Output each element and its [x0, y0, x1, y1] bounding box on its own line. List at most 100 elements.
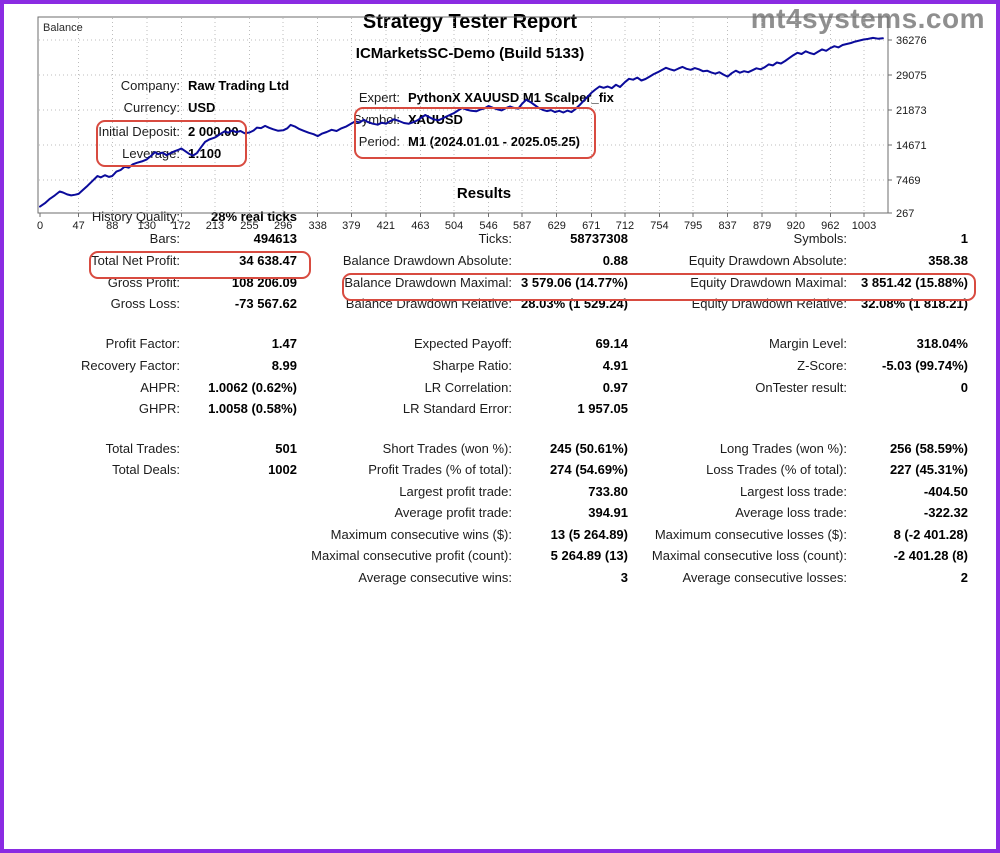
stat-value: 4.91 — [602, 358, 628, 373]
stat-label: Ticks: — [478, 231, 512, 246]
stat-label: Gross Loss: — [110, 296, 180, 311]
stat-label: Total Deals: — [112, 462, 180, 477]
x-axis-label: 338 — [308, 220, 326, 232]
stat-label: Average consecutive losses: — [682, 570, 847, 585]
stat-value: -404.50 — [923, 484, 968, 499]
stat-value: 245 (50.61%) — [549, 441, 628, 456]
highlight-box-initial-deposit — [96, 120, 247, 167]
x-axis-label: 962 — [821, 220, 839, 232]
leverage-label: Leverage: — [122, 146, 180, 161]
stat-label: Profit Trades (% of total): — [368, 462, 512, 477]
stat-value: -322.32 — [923, 505, 968, 520]
stat-label: Largest profit trade: — [399, 484, 512, 499]
balance-legend-label: Balance — [43, 22, 83, 34]
y-axis-label: 29075 — [896, 70, 927, 82]
stat-value: 34 638.47 — [239, 253, 297, 268]
balance-chart: 0 47 88 130 172 213 255 296 338 379 421 463 504 546 58… — [37, 16, 927, 232]
stat-value: 256 (58.59%) — [889, 441, 968, 456]
report-subtitle: ICMarketsSC-Demo (Build 5133) — [355, 45, 585, 62]
stat-value: 3 — [620, 570, 628, 585]
x-axis-label: 920 — [787, 220, 805, 232]
stat-value: 3 851.42 (15.88%) — [861, 275, 968, 290]
stat-label: AHPR: — [140, 380, 180, 395]
stat-label: Expected Payoff: — [413, 336, 512, 351]
stat-value: 274 (54.69%) — [549, 462, 628, 477]
highlight-box-drawdown-maximal — [342, 273, 976, 301]
stat-value: 8.99 — [271, 358, 297, 373]
stat-label: LR Correlation: — [424, 380, 512, 395]
stat-value: 0.88 — [602, 253, 628, 268]
x-axis-label: 587 — [513, 220, 531, 232]
stat-label: Maximal consecutive loss (count): — [651, 548, 847, 563]
stat-label: Equity Drawdown Absolute: — [688, 253, 847, 268]
stat-value: 1 957.05 — [577, 401, 628, 416]
stat-value: 394.91 — [588, 505, 628, 520]
stat-label: Sharpe Ratio: — [432, 358, 513, 373]
stat-label: Profit Factor: — [105, 336, 180, 351]
stat-value: 358.38 — [928, 253, 968, 268]
x-axis-label: 1003 — [852, 220, 876, 232]
stat-value: 494613 — [253, 231, 297, 246]
company-value: Raw Trading Ltd — [188, 78, 290, 93]
period-label: Period: — [358, 134, 400, 149]
stat-value: 0 — [960, 380, 968, 395]
stat-label: Balance Drawdown Maximal: — [344, 275, 512, 290]
x-axis-label: 130 — [138, 220, 156, 232]
stat-label: Long Trades (won %): — [719, 441, 847, 456]
x-axis-label: 629 — [548, 220, 566, 232]
leverage-value: 1:100 — [188, 146, 222, 161]
stat-label: Largest loss trade: — [740, 484, 847, 499]
results-heading: Results — [456, 185, 512, 202]
x-axis-label: 837 — [718, 220, 736, 232]
x-axis-label: 712 — [616, 220, 634, 232]
x-axis-label: 463 — [411, 220, 429, 232]
stat-label: Average loss trade: — [735, 505, 847, 520]
stat-value: -73 567.62 — [234, 296, 297, 311]
x-axis-label: 379 — [342, 220, 360, 232]
stat-value: 318.04% — [916, 336, 968, 351]
stat-value: 8 (-2 401.28) — [893, 527, 968, 542]
x-axis-label: 504 — [445, 220, 463, 232]
x-axis-label: 172 — [172, 220, 190, 232]
stat-value: 0.97 — [602, 380, 628, 395]
stat-label: Balance Drawdown Absolute: — [342, 253, 512, 268]
stat-label: Maximum consecutive losses ($): — [654, 527, 847, 542]
x-axis-label: 671 — [582, 220, 600, 232]
stat-label: Short Trades (won %): — [382, 441, 512, 456]
x-axis-label: 296 — [274, 220, 292, 232]
stat-label: Margin Level: — [768, 336, 847, 351]
stat-label: OnTester result: — [755, 380, 847, 395]
stat-label: LR Standard Error: — [402, 401, 512, 416]
x-axis-label: 421 — [377, 220, 395, 232]
stat-value: 58737308 — [570, 231, 628, 246]
stat-value: 1.0058 (0.58%) — [208, 401, 297, 416]
x-axis-label: 88 — [106, 220, 118, 232]
x-axis-label: 0 — [37, 220, 43, 232]
y-axis-label: 36276 — [896, 35, 927, 47]
y-axis-label: 14671 — [896, 140, 927, 152]
stat-label: Recovery Factor: — [81, 358, 180, 373]
x-axis-label: 795 — [684, 220, 702, 232]
x-axis-label: 255 — [240, 220, 258, 232]
stat-label: Average consecutive wins: — [358, 570, 512, 585]
x-axis-label: 754 — [650, 220, 668, 232]
x-axis-label: 879 — [753, 220, 771, 232]
stat-value: 1002 — [268, 462, 297, 477]
stat-label: Bars: — [149, 231, 180, 246]
stat-value: 501 — [275, 441, 297, 456]
stat-label: Z-Score: — [797, 358, 847, 373]
stat-value: -2 401.28 (8) — [893, 548, 968, 563]
highlight-box-symbol-period — [354, 107, 596, 159]
stat-value: 5 264.89 (13) — [550, 548, 628, 563]
stat-value: 1.47 — [271, 336, 297, 351]
x-axis-label: 546 — [479, 220, 497, 232]
stat-value: -5.03 (99.74%) — [882, 358, 968, 373]
stat-label: Maximum consecutive wins ($): — [330, 527, 512, 542]
stat-label: Total Trades: — [105, 441, 180, 456]
stat-label: Total Net Profit: — [91, 253, 180, 268]
y-axis-label: 21873 — [896, 105, 927, 117]
stat-value: 1.0062 (0.62%) — [208, 380, 297, 395]
currency-label: Currency: — [123, 100, 180, 115]
expert-value: PythonX XAUUSD M1 Scalper_fix — [408, 90, 614, 105]
y-axis-label: 7469 — [896, 175, 920, 187]
